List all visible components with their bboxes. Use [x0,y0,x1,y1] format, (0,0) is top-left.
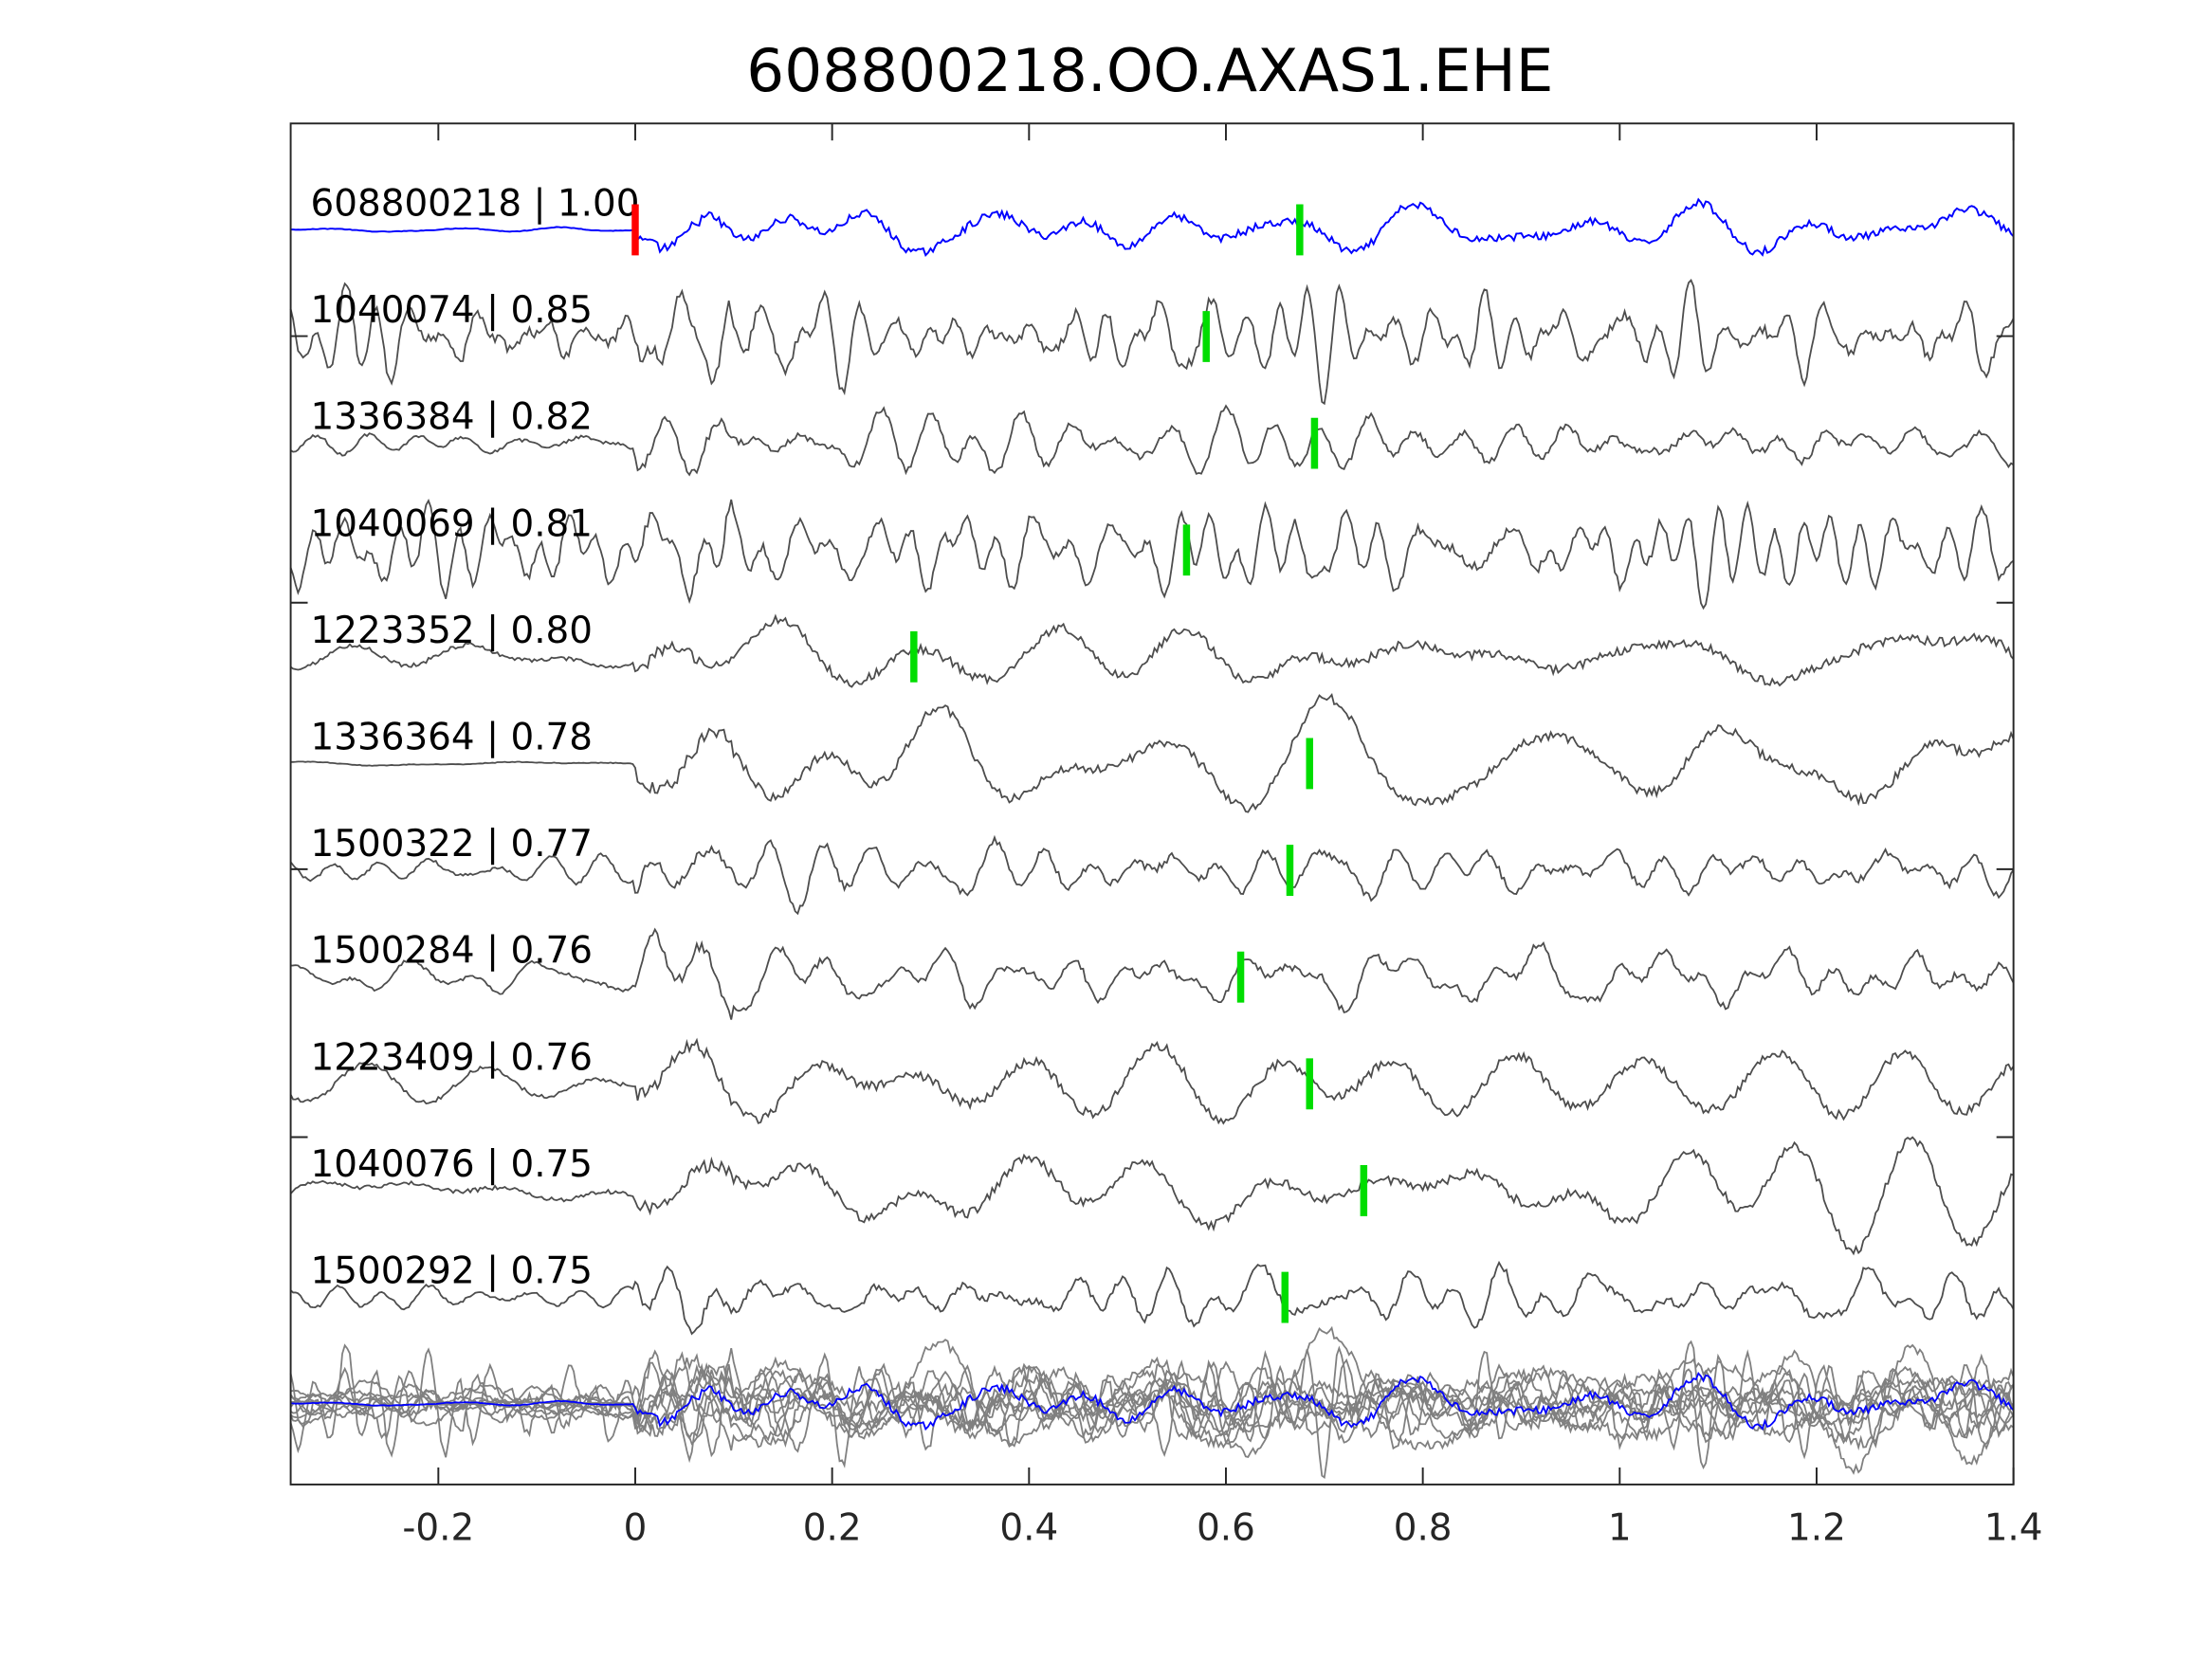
axis-ticks: -0.2 0 0.2 0.4 0.6 0.8 1 1.2 1.4 [290,123,2043,1549]
stack-trace [289,1363,2015,1446]
plot-area: 608800218 | 1.00 1040074 | 0.85 1336384 | … [289,182,2015,1480]
trace-1500292 [289,1260,2015,1336]
trace-1223409 [289,1037,2015,1125]
trace-label: 1500322 | 0.77 [311,823,594,866]
x-tick-label: 1.4 [1984,1506,2043,1549]
stack-reference-trace [290,1371,2015,1431]
trace-label: 1223352 | 0.80 [311,610,594,652]
trace-1336364 [290,693,2015,813]
axes-box [289,122,2015,1486]
trace-608800218 [290,197,2015,257]
x-tick-label: -0.2 [402,1506,474,1549]
trace-1040069 [289,499,2015,611]
x-tick-label: 1 [1608,1506,1632,1549]
trace-1223352 [290,613,2015,688]
trace-label: 1500292 | 0.75 [311,1250,594,1293]
x-tick-label: 1.2 [1787,1506,1846,1549]
stack-trace [290,1356,2015,1438]
trace-label: 608800218 | 1.00 [311,182,640,225]
trace-1500322 [289,834,2015,916]
stack-trace [289,1343,2014,1475]
trace-label: 1336364 | 0.78 [311,717,594,759]
x-tick-label: 0 [624,1506,648,1549]
x-tick-label: 0.4 [999,1506,1058,1549]
x-tick-label: 0.2 [803,1506,862,1549]
x-tick-label: 0.8 [1394,1506,1453,1549]
chart-title: 608800218.OO.AXAS1.EHE [746,36,1553,105]
trace-label: 1500284 | 0.76 [311,930,594,973]
trace-label: 1336384 | 0.82 [311,396,594,439]
stack-trace [289,1353,2015,1449]
trace-1040074 [289,279,2015,406]
trace-label: 1040069 | 0.81 [311,502,594,545]
x-tick-label: 0.6 [1197,1506,1255,1549]
trace-1336384 [290,404,2015,477]
trace-label: 1040076 | 0.75 [311,1143,594,1186]
trace-1040076 [289,1136,2014,1256]
trace-label: 1040074 | 0.85 [311,289,594,332]
trace-label: 1223409 | 0.76 [311,1036,594,1079]
trace-1500284 [290,927,2015,1020]
